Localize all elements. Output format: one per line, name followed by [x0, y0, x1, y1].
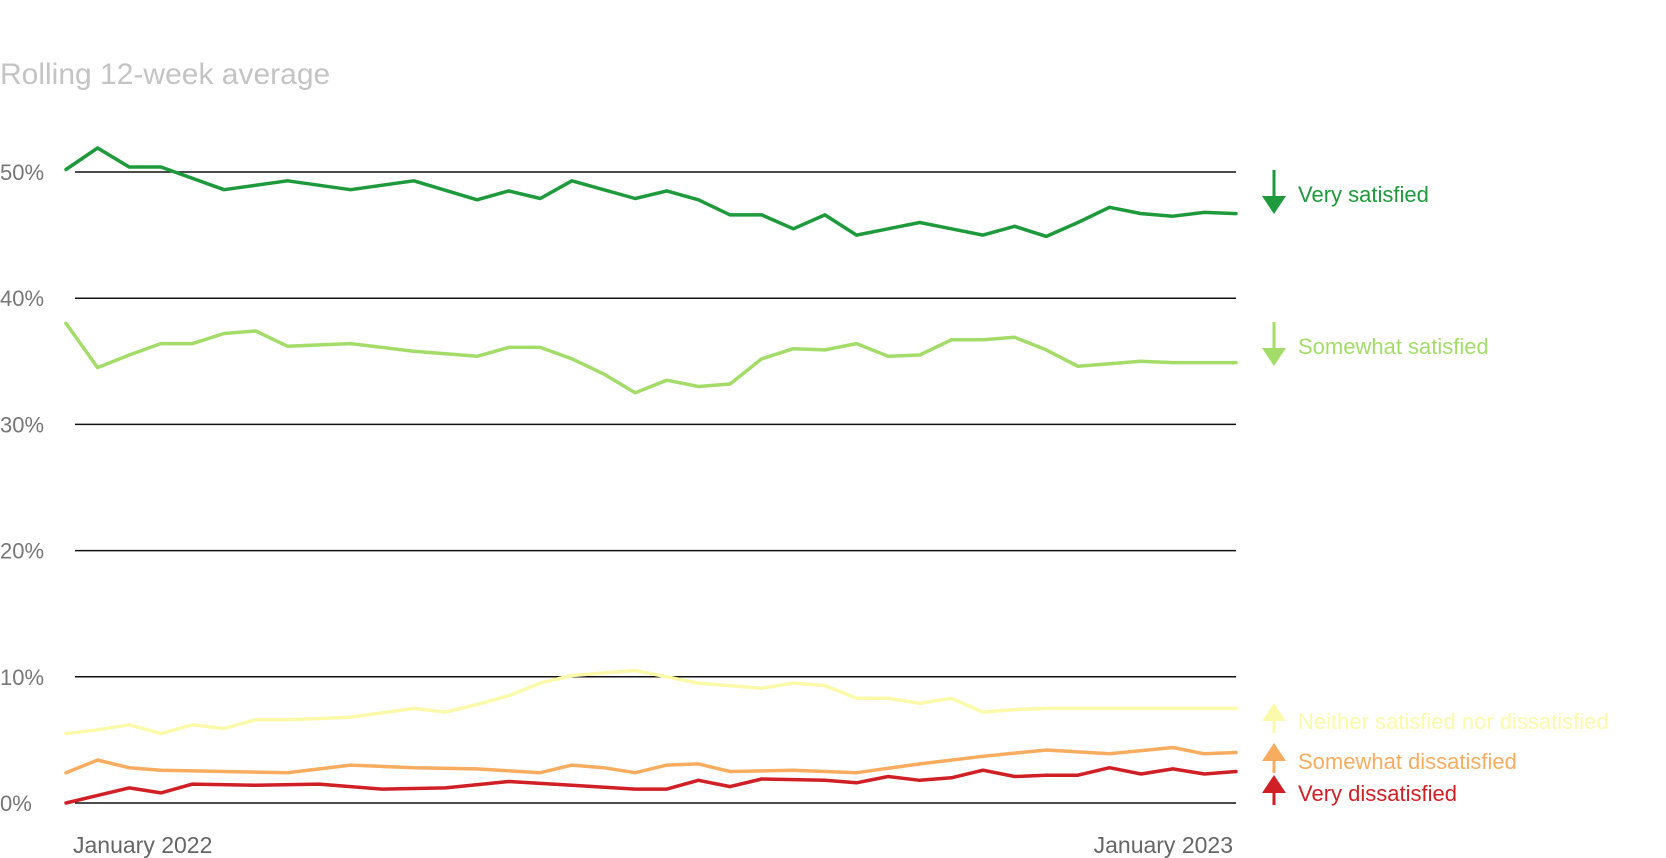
- y-axis: 0% 10% 20% 30% 40% 50%: [0, 160, 44, 816]
- legend-item-somewhat-dissatisfied: Somewhat dissatisfied: [1262, 743, 1517, 774]
- legend: Very satisfied Somewhat satisfied Neither …: [1262, 170, 1609, 806]
- series-lines: [64, 146, 1238, 805]
- legend-item-very-satisfied: Very satisfied: [1262, 170, 1429, 214]
- arrow-up-icon: [1262, 703, 1286, 733]
- legend-label: Somewhat dissatisfied: [1298, 749, 1517, 774]
- arrow-up-icon: [1262, 743, 1286, 773]
- legend-label: Somewhat satisfied: [1298, 334, 1489, 359]
- series-line-somewhat-satisfied: [64, 321, 1238, 395]
- chart-subtitle: Rolling 12-week average: [0, 58, 330, 91]
- series-line-very-satisfied: [64, 146, 1238, 239]
- x-tick-label-january-2022: January 2022: [73, 832, 212, 858]
- series-line-somewhat-dissatisfied: [64, 745, 1238, 775]
- series-line-very-dissatisfied: [64, 765, 1238, 805]
- legend-label: Neither satisfied nor dissatisfied: [1298, 709, 1609, 734]
- legend-label: Very dissatisfied: [1298, 781, 1457, 806]
- series-line-neither-satisfied-nor-dissatisfied: [64, 668, 1238, 736]
- y-tick-label-40: 40%: [0, 286, 44, 311]
- legend-item-very-dissatisfied: Very dissatisfied: [1262, 775, 1457, 806]
- y-tick-label-30: 30%: [0, 412, 44, 437]
- y-tick-label-10: 10%: [0, 665, 44, 690]
- arrow-down-icon: [1262, 322, 1286, 366]
- arrow-down-icon: [1262, 170, 1286, 214]
- legend-label: Very satisfied: [1298, 182, 1429, 207]
- y-tick-label-50: 50%: [0, 160, 44, 185]
- arrow-up-icon: [1262, 775, 1286, 805]
- legend-item-somewhat-satisfied: Somewhat satisfied: [1262, 322, 1489, 366]
- gridlines: [75, 171, 1236, 804]
- x-tick-label-january-2023: January 2023: [1094, 832, 1233, 858]
- x-axis: January 2022 January 2023: [73, 832, 1233, 858]
- legend-item-neither-satisfied-nor-dissatisfied: Neither satisfied nor dissatisfied: [1262, 703, 1609, 734]
- y-tick-label-0: 0%: [0, 791, 32, 816]
- y-tick-label-20: 20%: [0, 539, 44, 564]
